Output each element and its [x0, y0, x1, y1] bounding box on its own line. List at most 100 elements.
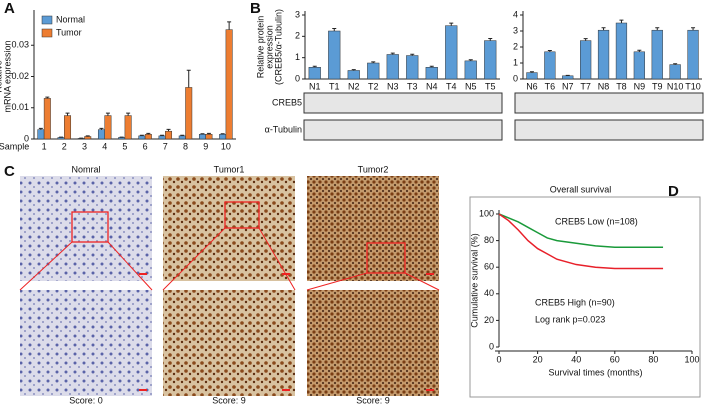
error-bar — [139, 134, 144, 136]
x-axis-label: Survival times (months) — [548, 367, 642, 377]
score: Score: 9 — [356, 395, 390, 405]
x-tick-label: N4 — [426, 81, 438, 91]
x-tick-label: T7 — [580, 81, 591, 91]
bar — [347, 70, 360, 80]
y-tick-label: 100 — [479, 208, 494, 218]
x-tick-label: 4 — [102, 141, 107, 151]
image-title: Tumor1 — [214, 164, 245, 174]
error-bar — [105, 112, 110, 116]
bar — [386, 54, 399, 80]
bar — [178, 135, 186, 140]
error-bar — [390, 52, 395, 55]
x-tick-label: T4 — [446, 81, 457, 91]
x-tick-label: N6 — [526, 81, 538, 91]
y-tick-label: 0 — [24, 133, 29, 143]
bar — [37, 129, 45, 140]
bar — [425, 67, 438, 80]
x-tick-label: T8 — [616, 81, 627, 91]
chart-title: Overall survival — [550, 184, 612, 194]
y-axis-label: Relative — [0, 60, 3, 93]
error-bar — [449, 22, 454, 26]
error-bar — [351, 69, 356, 71]
bar — [633, 51, 645, 80]
y-tick-label: 0.01 — [11, 102, 29, 112]
bar — [526, 72, 538, 80]
panel-label: C — [4, 163, 15, 180]
error-bar — [332, 27, 337, 31]
x-tick-label: T2 — [368, 81, 379, 91]
error-bar — [146, 132, 151, 135]
bar — [225, 29, 233, 140]
y-axis-label: expression — [264, 25, 274, 69]
error-bar — [99, 127, 104, 130]
x-tick-label: 20 — [533, 354, 543, 364]
x-tick-label: N3 — [387, 81, 399, 91]
bar — [464, 60, 477, 80]
curve-label: CREB5 Low (n=108) — [555, 216, 638, 226]
error-bar — [166, 128, 171, 132]
survival-curve — [498, 213, 664, 270]
ihc-images — [19, 176, 440, 396]
error-bar — [45, 96, 50, 99]
error-bar — [38, 127, 43, 130]
bar — [118, 137, 126, 140]
error-bar — [220, 133, 225, 135]
y-axis-label: (CREB5/α-Tubulin) — [273, 9, 283, 85]
y-tick-label: 60 — [484, 262, 494, 272]
x-tick-label: T9 — [652, 81, 663, 91]
legend-swatch — [41, 15, 53, 25]
y-tick-label: 1 — [513, 57, 518, 67]
error-bar — [65, 112, 70, 116]
error-bar — [691, 27, 696, 31]
bar — [406, 55, 419, 80]
error-bar — [186, 69, 191, 88]
score: Score: 0 — [69, 395, 103, 405]
error-bar — [180, 134, 185, 136]
score: Score: 9 — [212, 395, 246, 405]
bar — [124, 115, 132, 140]
bar — [562, 75, 574, 80]
y-tick-label: 0.02 — [11, 71, 29, 81]
x-tick-label: 7 — [163, 141, 168, 151]
x-tick-label: 80 — [648, 354, 658, 364]
x-tick-label: N7 — [562, 81, 574, 91]
image-title: Tumor2 — [358, 164, 389, 174]
x-tick-label: 1 — [42, 141, 47, 151]
western-blot — [303, 92, 704, 141]
error-bar — [601, 27, 606, 31]
panel-label: D — [668, 183, 679, 200]
legend-swatch — [41, 28, 53, 38]
bar — [669, 64, 681, 80]
y-tick-label: 0 — [295, 73, 300, 83]
bar — [687, 29, 699, 80]
error-bar — [547, 50, 552, 52]
x-tick-label: 2 — [62, 141, 67, 151]
annotation: Log rank p=0.023 — [535, 314, 605, 324]
bar — [97, 129, 105, 140]
error-bar — [673, 63, 678, 65]
y-axis-label: mRNA expression — [2, 40, 12, 112]
x-tick-label: T3 — [407, 81, 418, 91]
error-bar — [529, 71, 534, 73]
error-bar — [160, 134, 165, 136]
error-bar — [312, 65, 317, 68]
bar — [104, 115, 112, 140]
x-tick-label: 0 — [496, 354, 501, 364]
x-tick-label: 5 — [122, 141, 127, 151]
y-tick-label: 3 — [513, 25, 518, 35]
x-tick-label: N9 — [634, 81, 646, 91]
x-tick-label: T1 — [329, 81, 340, 91]
x-tick-label: N2 — [348, 81, 360, 91]
bar — [484, 40, 497, 80]
bar — [328, 30, 341, 80]
x-tick-label: 3 — [82, 141, 87, 151]
blot-label: α-Tubulin — [265, 124, 302, 134]
error-bar — [583, 38, 588, 41]
survival-curve — [498, 213, 664, 248]
y-tick-label: 3 — [295, 9, 300, 19]
y-tick-label: 20 — [484, 315, 494, 325]
panel-label: A — [4, 0, 15, 17]
bar — [198, 134, 206, 140]
bar — [580, 40, 592, 80]
bar — [445, 25, 458, 80]
